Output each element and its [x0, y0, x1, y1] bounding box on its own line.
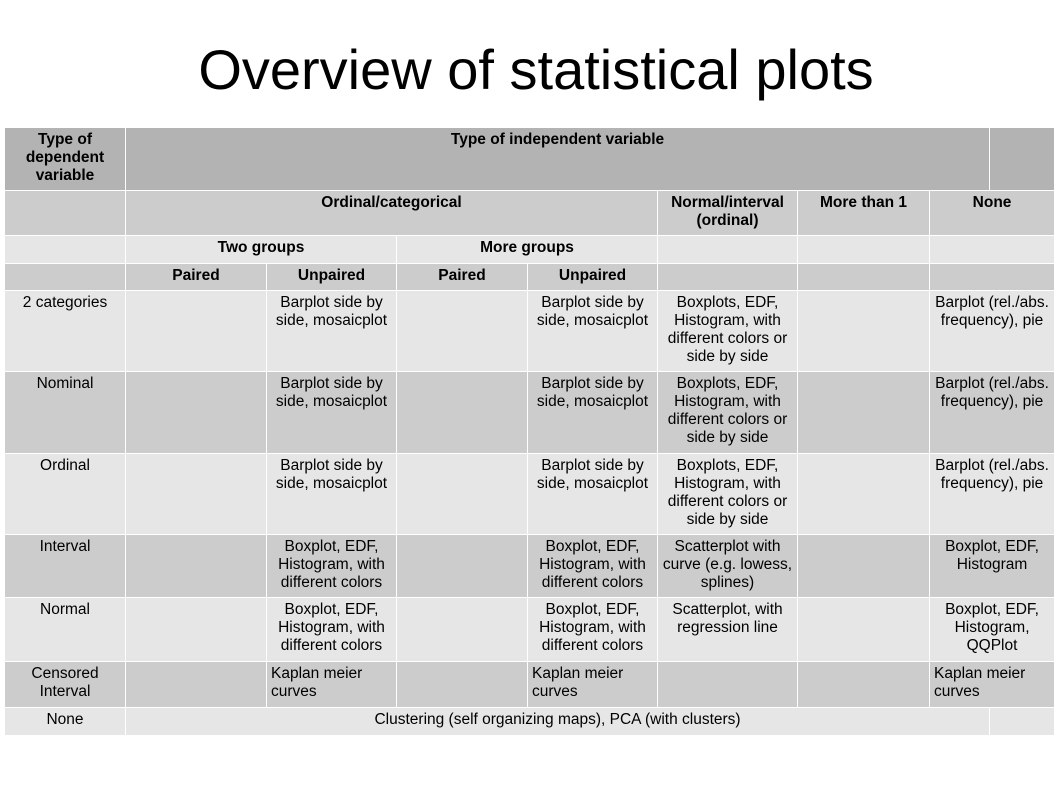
cell-normal-interval: Boxplots, EDF, Histogram, with different…: [657, 453, 798, 535]
header-ordinal-categorical: Ordinal/categorical: [125, 190, 658, 236]
header-normal-interval: Normal/interval (ordinal): [657, 190, 798, 236]
cell-two-unpaired: Kaplan meier curves: [266, 661, 397, 708]
empty-header-cell: [928, 235, 1056, 264]
cell-normal-interval: Boxplots, EDF, Histogram, with different…: [657, 290, 798, 372]
cell-none: Boxplot, EDF, Histogram: [928, 534, 1056, 598]
empty-cell: [989, 707, 1056, 736]
row-label: None: [4, 707, 126, 736]
empty-header-cell: [989, 127, 1056, 191]
cell-more-unpaired: Boxplot, EDF, Histogram, with different …: [527, 597, 658, 662]
header-more-than-1: More than 1: [797, 190, 930, 236]
cell-more-unpaired: Boxplot, EDF, Histogram, with different …: [527, 534, 658, 598]
cell-two-unpaired: Barplot side by side, mosaicplot: [266, 371, 397, 454]
empty-header-cell: [797, 263, 930, 291]
cell-more-paired: [396, 371, 528, 454]
row-label: Ordinal: [4, 453, 126, 535]
cell-more-paired: [396, 453, 528, 535]
header-more-paired: Paired: [396, 263, 528, 291]
cell-two-unpaired: Boxplot, EDF, Histogram, with different …: [266, 597, 397, 662]
header-more-groups: More groups: [396, 235, 658, 264]
cell-none: Barplot (rel./abs. frequency), pie: [928, 290, 1056, 372]
header-more-unpaired: Unpaired: [527, 263, 658, 291]
cell-normal-interval: Scatterplot with curve (e.g. lowess, spl…: [657, 534, 798, 598]
corner-header: Type of dependent variable: [4, 127, 126, 191]
empty-header-cell: [4, 190, 126, 236]
table-row: Ordinal Barplot side by side, mosaicplot…: [4, 453, 1056, 535]
cell-two-paired: [125, 453, 267, 535]
cell-none: Barplot (rel./abs. frequency), pie: [928, 453, 1056, 535]
cell-more-unpaired: Barplot side by side, mosaicplot: [527, 290, 658, 372]
cell-more-unpaired: Barplot side by side, mosaicplot: [527, 453, 658, 535]
cell-more-than-1: [797, 371, 930, 454]
page-title: Overview of statistical plots: [198, 38, 874, 101]
cell-none: Kaplan meier curves: [928, 661, 1056, 708]
cell-two-paired: [125, 661, 267, 708]
cell-more-than-1: [797, 597, 930, 662]
table-row: Censored Interval Kaplan meier curves Ka…: [4, 661, 1056, 708]
cell-more-unpaired: Kaplan meier curves: [527, 661, 658, 708]
cell-more-than-1: [797, 661, 930, 708]
header-two-unpaired: Unpaired: [266, 263, 397, 291]
cell-normal-interval: Scatterplot, with regression line: [657, 597, 798, 662]
table-row: 2 categories Barplot side by side, mosai…: [4, 290, 1056, 372]
cell-none-merged: Clustering (self organizing maps), PCA (…: [124, 707, 991, 736]
empty-header-cell: [4, 235, 126, 264]
cell-more-than-1: [797, 453, 930, 535]
table-row: None Clustering (self organizing maps), …: [4, 707, 1056, 736]
cell-more-paired: [396, 661, 528, 708]
cell-more-unpaired: Barplot side by side, mosaicplot: [527, 371, 658, 454]
row-label: Interval: [4, 534, 126, 598]
row-label: 2 categories: [4, 290, 126, 372]
empty-header-cell: [657, 263, 798, 291]
empty-header-cell: [4, 263, 126, 291]
statistical-plots-table: Type of dependent variable Type of indep…: [4, 127, 1056, 736]
cell-two-paired: [125, 597, 267, 662]
cell-two-paired: [125, 534, 267, 598]
empty-header-cell: [657, 235, 798, 264]
cell-more-than-1: [797, 534, 930, 598]
table-row: Interval Boxplot, EDF, Histogram, with d…: [4, 534, 1056, 598]
cell-two-paired: [125, 371, 267, 454]
cell-normal-interval: [657, 661, 798, 708]
cell-more-than-1: [797, 290, 930, 372]
cell-two-unpaired: Boxplot, EDF, Histogram, with different …: [266, 534, 397, 598]
table-row: Nominal Barplot side by side, mosaicplot…: [4, 371, 1056, 454]
cell-more-paired: [396, 290, 528, 372]
independent-variable-header: Type of independent variable: [124, 127, 991, 191]
header-two-paired: Paired: [125, 263, 267, 291]
row-label: Normal: [4, 597, 126, 662]
header-none: None: [928, 190, 1056, 236]
empty-header-cell: [797, 235, 930, 264]
header-two-groups: Two groups: [125, 235, 397, 264]
table-row: Normal Boxplot, EDF, Histogram, with dif…: [4, 597, 1056, 662]
row-label: Nominal: [4, 371, 126, 454]
row-label: Censored Interval: [4, 661, 126, 708]
cell-more-paired: [396, 597, 528, 662]
cell-two-unpaired: Barplot side by side, mosaicplot: [266, 453, 397, 535]
cell-more-paired: [396, 534, 528, 598]
cell-none: Barplot (rel./abs. frequency), pie: [928, 371, 1056, 454]
cell-normal-interval: Boxplots, EDF, Histogram, with different…: [657, 371, 798, 454]
empty-header-cell: [928, 263, 1056, 291]
cell-two-unpaired: Barplot side by side, mosaicplot: [266, 290, 397, 372]
cell-none: Boxplot, EDF, Histogram, QQPlot: [928, 597, 1056, 662]
cell-two-paired: [125, 290, 267, 372]
